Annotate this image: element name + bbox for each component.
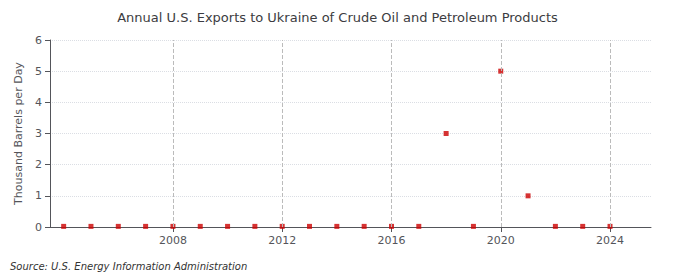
svg-text:0: 0	[35, 221, 42, 234]
svg-text:1: 1	[35, 189, 42, 202]
svg-text:4: 4	[35, 96, 42, 109]
svg-text:2012: 2012	[268, 234, 296, 247]
svg-text:2024: 2024	[596, 234, 624, 247]
svg-text:Source: U.S. Energy Informatio: Source: U.S. Energy Information Administ…	[10, 261, 247, 272]
svg-text:Annual U.S. Exports to Ukraine: Annual U.S. Exports to Ukraine of Crude …	[117, 10, 558, 25]
svg-text:Thousand Barrels per Day: Thousand Barrels per Day	[12, 62, 25, 206]
svg-text:2016: 2016	[377, 234, 405, 247]
svg-text:2: 2	[35, 158, 42, 171]
svg-text:6: 6	[35, 34, 42, 47]
svg-text:5: 5	[35, 65, 42, 78]
svg-text:2008: 2008	[159, 234, 187, 247]
svg-text:2020: 2020	[487, 234, 515, 247]
svg-text:3: 3	[35, 127, 42, 140]
